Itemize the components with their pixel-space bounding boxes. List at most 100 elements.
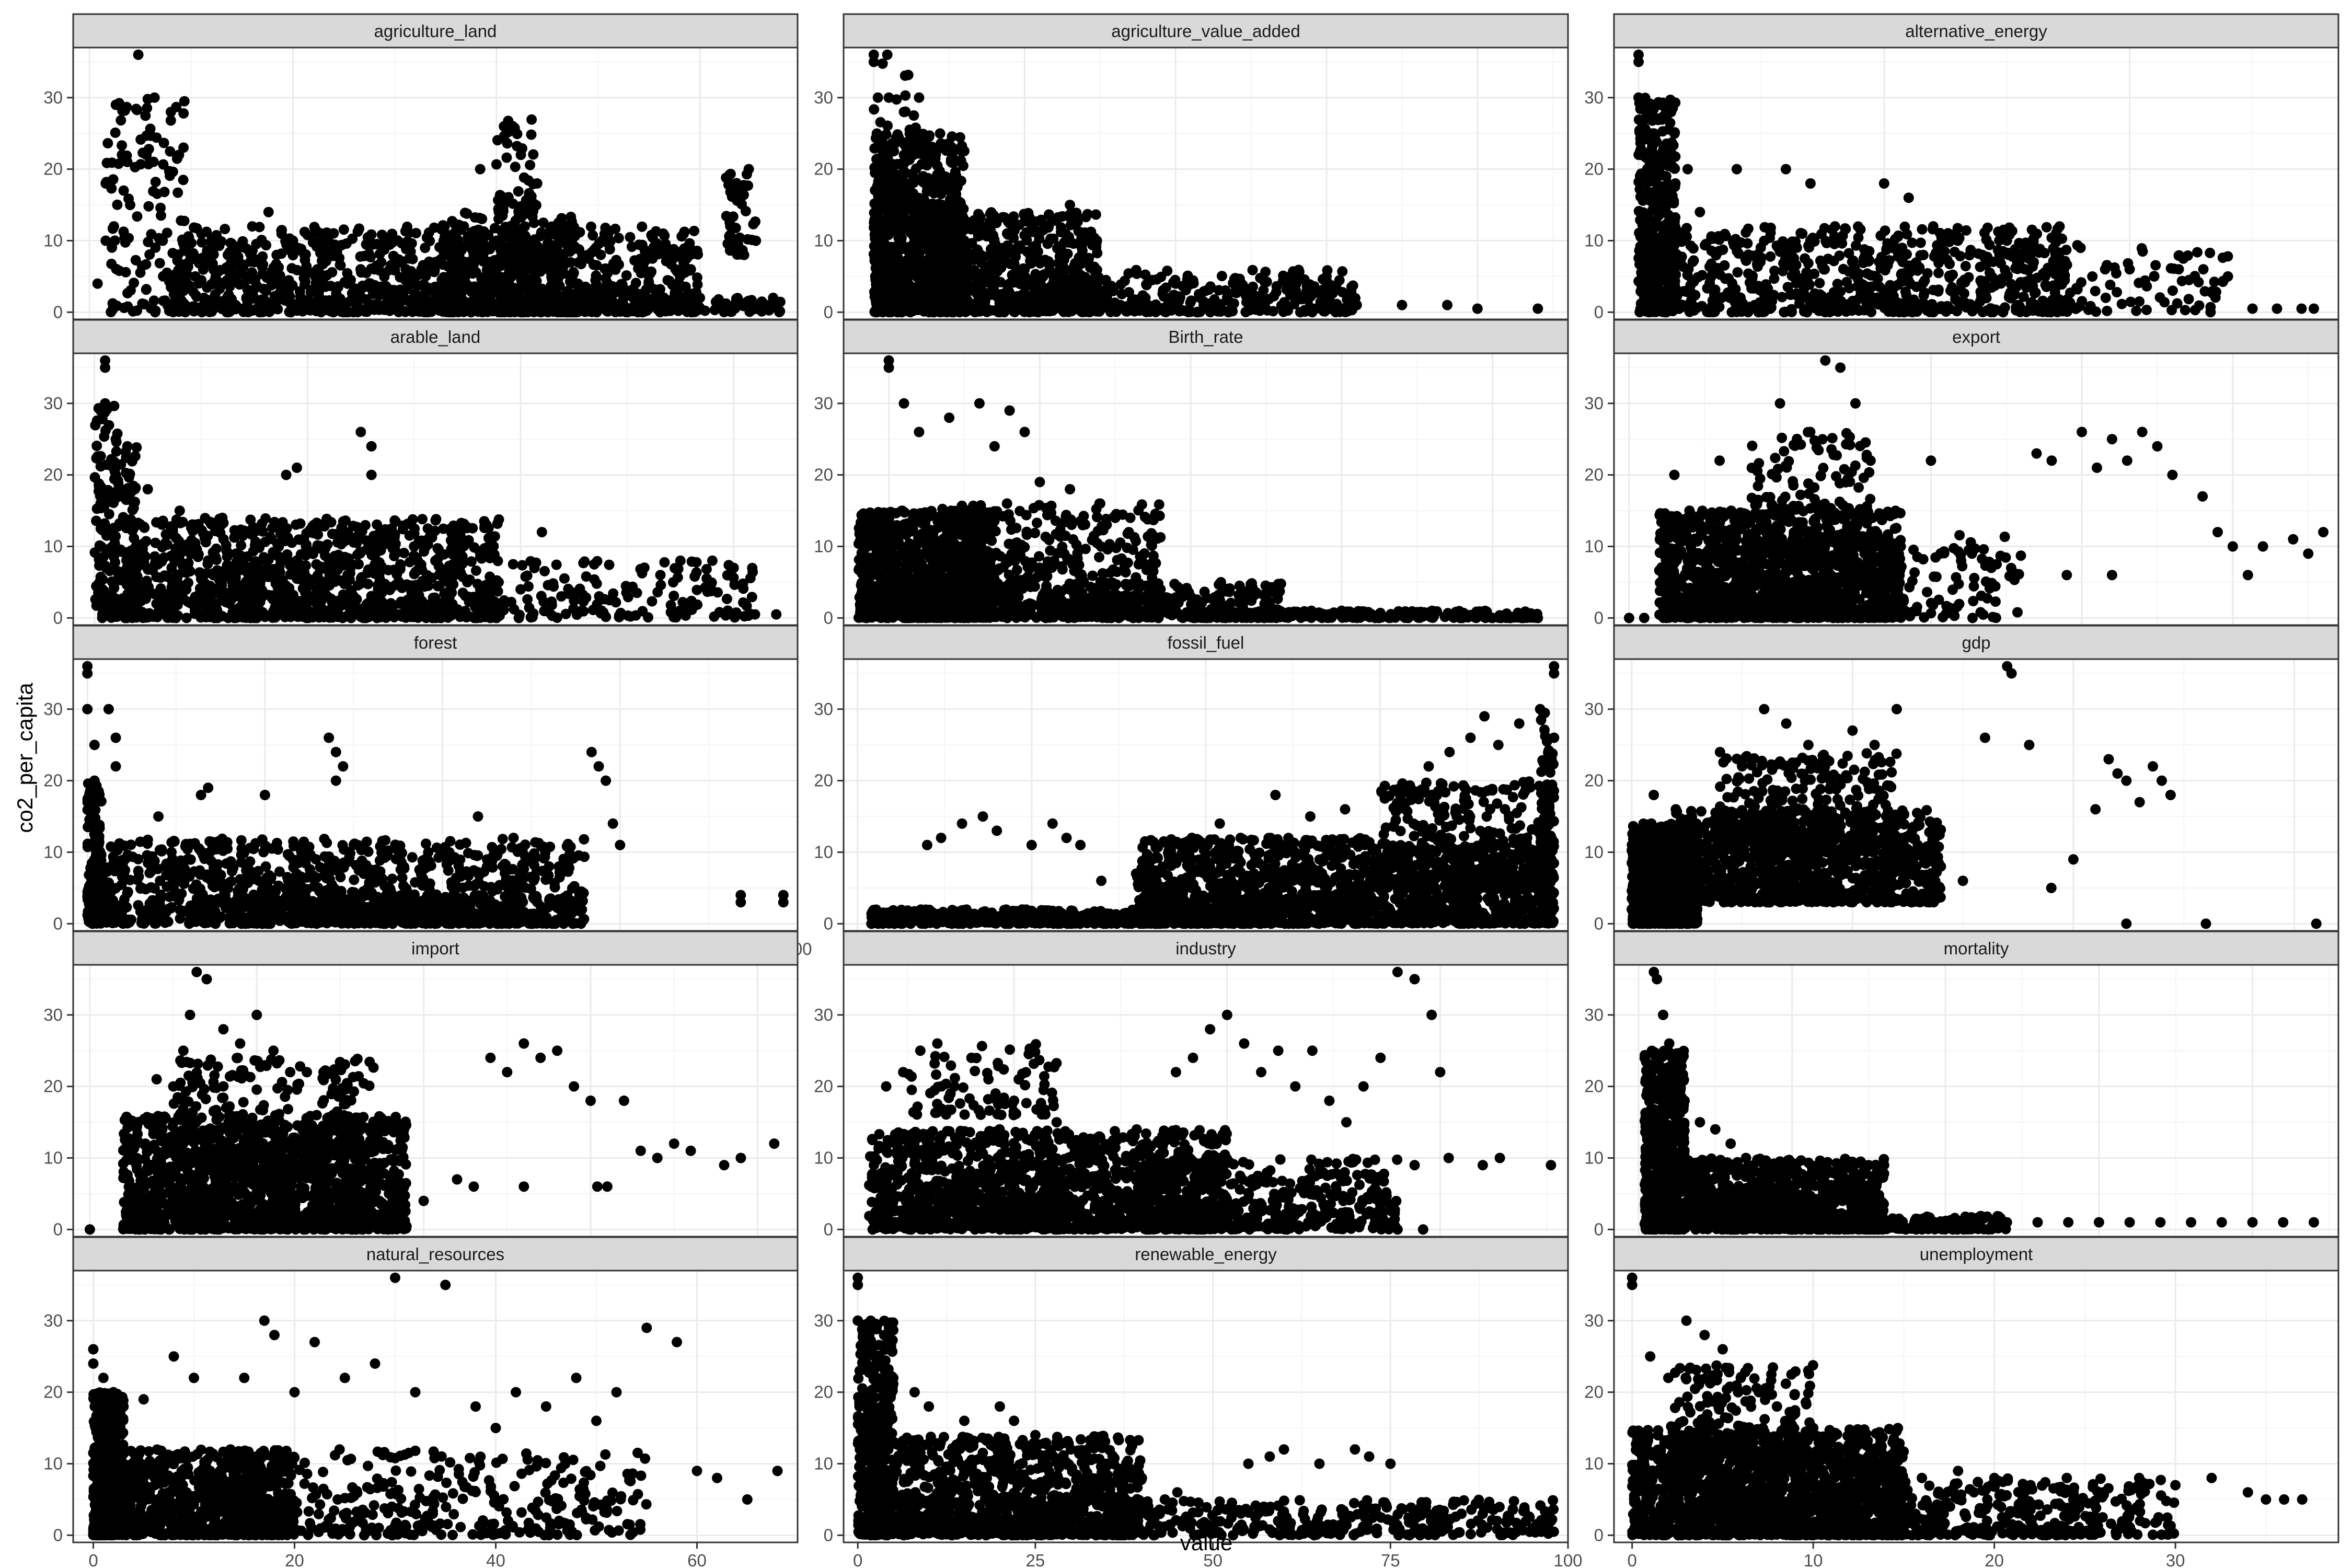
- data-point: [1008, 233, 1019, 244]
- data-point: [148, 186, 159, 197]
- data-point: [1660, 103, 1671, 114]
- data-point: [1633, 177, 1644, 187]
- data-point: [546, 271, 557, 282]
- data-point: [392, 235, 403, 246]
- data-point: [1224, 307, 1235, 317]
- data-point: [668, 244, 679, 255]
- data-point: [667, 280, 678, 290]
- data-point: [1162, 266, 1173, 276]
- data-point: [149, 307, 160, 318]
- data-point: [1942, 301, 1953, 312]
- data-point: [447, 216, 458, 227]
- data-point: [709, 305, 720, 316]
- data-point: [513, 186, 524, 197]
- data-point: [936, 138, 947, 149]
- data-point: [883, 92, 894, 103]
- data-point: [637, 239, 648, 250]
- data-point: [564, 246, 575, 257]
- y-tick-label: 0: [824, 302, 833, 321]
- data-point: [352, 226, 363, 237]
- data-point: [437, 281, 448, 292]
- data-point: [2192, 247, 2203, 258]
- data-point: [1933, 284, 1944, 295]
- data-point: [263, 206, 274, 217]
- data-point: [342, 268, 353, 279]
- data-point: [260, 305, 271, 316]
- data-point: [158, 137, 169, 148]
- data-point: [384, 264, 395, 275]
- data-point: [2003, 292, 2014, 303]
- facet-agriculture_value_added: agriculture_value_added0102030400102030: [814, 13, 1569, 347]
- data-point: [937, 278, 948, 289]
- data-point: [1057, 270, 1068, 281]
- data-point: [1088, 305, 1099, 316]
- data-point: [180, 259, 191, 270]
- data-point: [102, 138, 113, 148]
- data-point: [1090, 209, 1101, 220]
- data-point: [1315, 296, 1326, 307]
- data-point: [1130, 266, 1141, 277]
- data-point: [910, 173, 921, 184]
- data-point: [1472, 303, 1483, 314]
- data-point: [898, 137, 909, 148]
- data-point: [141, 149, 152, 160]
- data-point: [2134, 296, 2145, 307]
- data-point: [1906, 263, 1917, 274]
- data-point: [990, 305, 1001, 316]
- data-point: [1814, 278, 1825, 289]
- data-point: [468, 243, 479, 253]
- data-point: [112, 199, 123, 210]
- data-point: [924, 156, 935, 167]
- data-point: [410, 271, 421, 282]
- data-point: [475, 228, 486, 239]
- data-point: [366, 229, 377, 240]
- data-point: [670, 264, 681, 275]
- data-point: [2102, 305, 2113, 316]
- data-point: [1671, 291, 1682, 302]
- data-point: [503, 192, 514, 203]
- data-point: [1149, 303, 1160, 314]
- data-point: [527, 299, 538, 310]
- data-point: [425, 305, 436, 315]
- data-point: [2205, 247, 2216, 258]
- data-point: [167, 166, 178, 177]
- data-point: [273, 262, 284, 273]
- data-point: [955, 217, 966, 228]
- data-point: [1804, 242, 1815, 253]
- data-point: [515, 149, 526, 160]
- data-point: [878, 172, 889, 182]
- data-point: [2141, 304, 2152, 315]
- data-point: [178, 175, 189, 186]
- data-point: [1635, 241, 1646, 252]
- data-point: [913, 281, 924, 292]
- data-point: [191, 223, 202, 234]
- data-point: [158, 159, 169, 170]
- data-point: [198, 252, 209, 263]
- data-point: [1779, 307, 1790, 318]
- data-point: [141, 130, 152, 141]
- data-point: [1080, 254, 1090, 265]
- data-point: [316, 228, 327, 239]
- data-point: [1885, 280, 1896, 291]
- data-point: [923, 245, 934, 256]
- data-point: [898, 149, 909, 160]
- data-point: [222, 249, 233, 260]
- data-point: [1917, 224, 1928, 235]
- data-point: [106, 258, 117, 269]
- data-point: [1858, 253, 1869, 264]
- data-point: [393, 292, 404, 303]
- data-point: [206, 235, 217, 246]
- data-point: [1054, 302, 1064, 313]
- data-point: [1992, 245, 2003, 256]
- data-point: [274, 270, 285, 281]
- data-point: [2061, 245, 2072, 256]
- data-point: [437, 259, 448, 270]
- data-point: [629, 255, 640, 266]
- data-point: [289, 305, 299, 316]
- data-point: [441, 240, 452, 251]
- data-point: [955, 176, 966, 187]
- data-point: [1996, 305, 2007, 316]
- data-point: [364, 278, 375, 289]
- data-point: [595, 297, 606, 308]
- data-point: [1929, 251, 1940, 262]
